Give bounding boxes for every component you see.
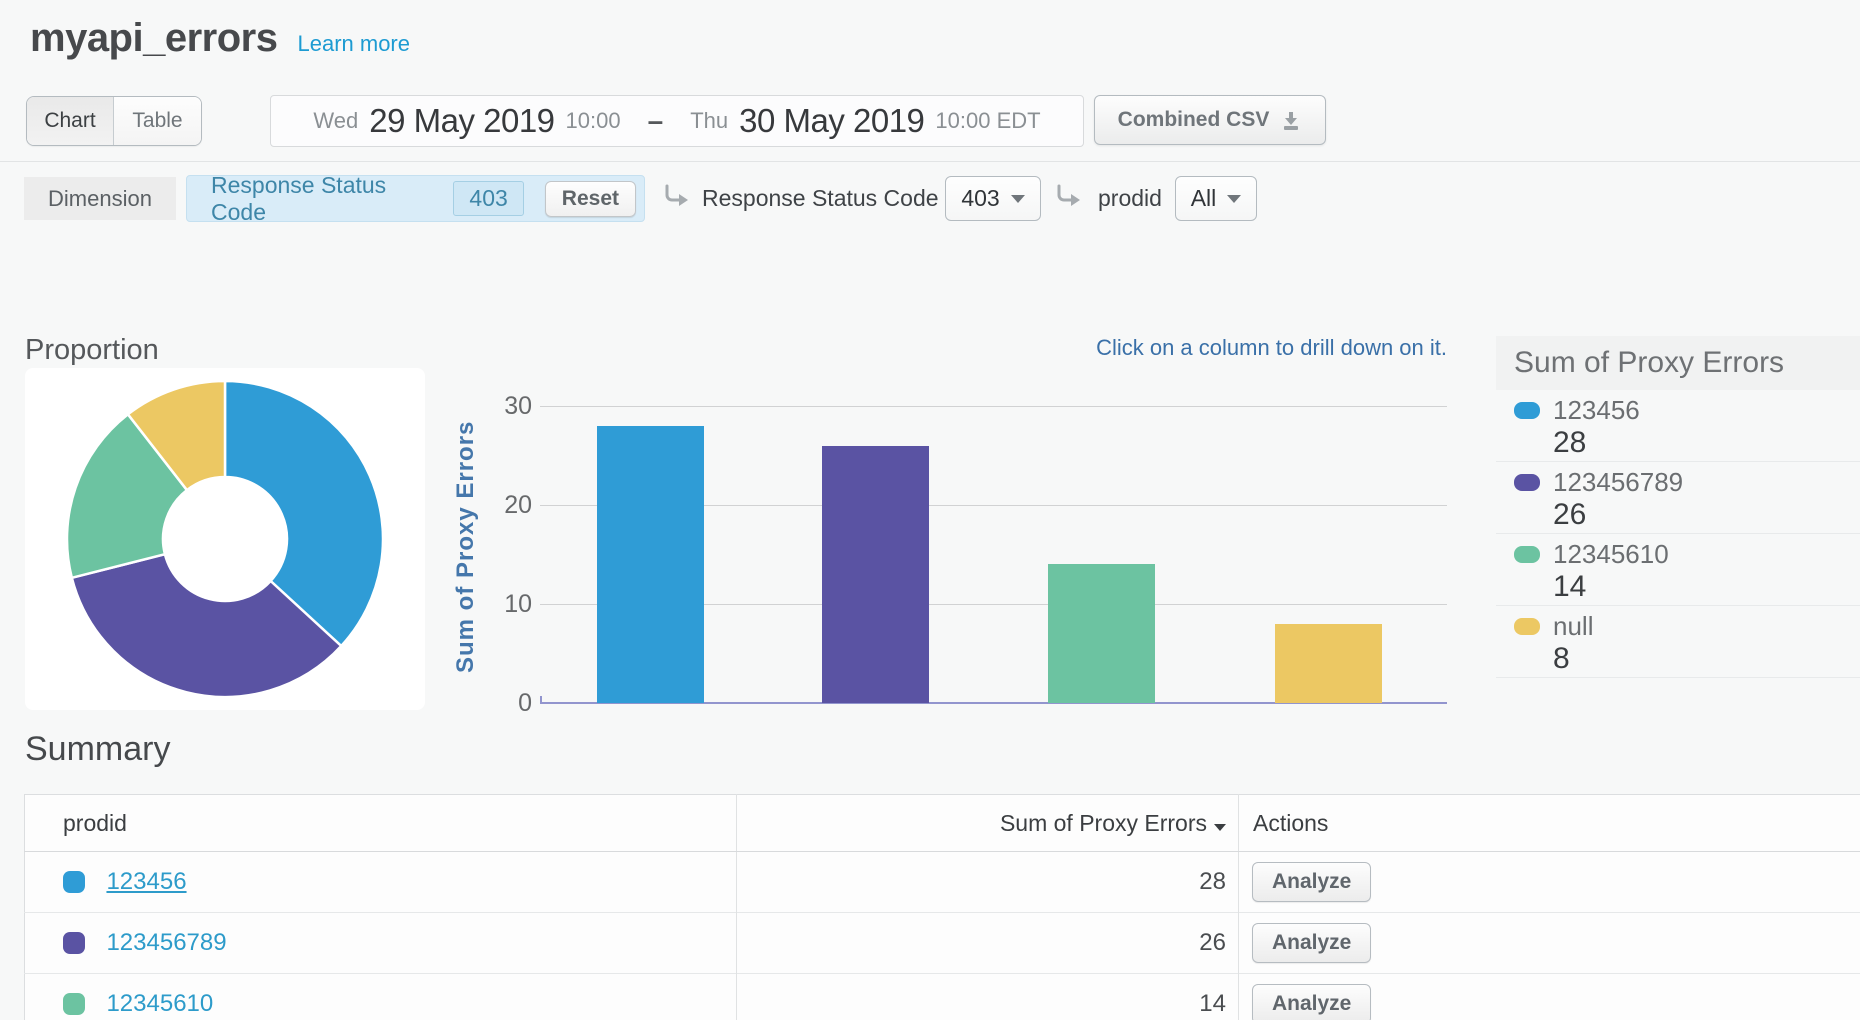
legend-label: null <box>1553 611 1593 642</box>
gridline-30 <box>540 406 1447 407</box>
drilldown-prodid-label: prodid <box>1098 185 1162 212</box>
legend-label: 123456 <box>1553 395 1640 426</box>
view-toggle: ChartTable <box>26 96 202 146</box>
drilldown-arrow-icon <box>662 184 690 208</box>
legend-entry-123456[interactable]: 123456 28 <box>1496 390 1860 462</box>
start-time: 10:00 <box>566 108 621 134</box>
bar-123456[interactable] <box>597 426 704 703</box>
status-code-dropdown[interactable]: 403 <box>945 176 1041 221</box>
legend-value: 8 <box>1553 641 1860 677</box>
drilldown-hint: Click on a column to drill down on it. <box>1096 335 1447 361</box>
sum-value: 14 <box>737 974 1239 1020</box>
y-tick-0: 0 <box>484 688 532 718</box>
learn-more-link[interactable]: Learn more <box>297 31 410 57</box>
legend-entry-123456789[interactable]: 123456789 26 <box>1496 462 1860 534</box>
column-header-actions: Actions <box>1239 795 1860 852</box>
series-color-chip <box>63 993 85 1015</box>
sort-desc-icon <box>1214 824 1226 831</box>
table-row: 123456 28 Analyze <box>25 852 1860 913</box>
dimension-label: Dimension <box>24 177 176 220</box>
legend-value: 14 <box>1553 569 1860 605</box>
proportion-donut-card <box>25 368 425 710</box>
proportion-title: Proportion <box>25 334 159 367</box>
bar-null[interactable] <box>1275 624 1382 703</box>
column-header-sum[interactable]: Sum of Proxy Errors <box>737 795 1239 852</box>
date-range-picker[interactable]: Wed 29 May 2019 10:00 – Thu 30 May 2019 … <box>270 95 1084 147</box>
legend-value: 28 <box>1553 425 1860 461</box>
view-toggle-table[interactable]: Table <box>114 97 201 145</box>
y-axis-label: Sum of Proxy Errors <box>452 391 480 703</box>
page-title: myapi_errors <box>30 16 277 61</box>
legend-label: 12345610 <box>1553 539 1669 570</box>
combined-csv-label: Combined CSV <box>1118 108 1270 132</box>
sum-value: 26 <box>737 913 1239 974</box>
end-day: Thu <box>690 108 728 134</box>
app-root: myapi_errors Learn more ChartTable Wed 2… <box>0 0 1860 1020</box>
chevron-down-icon <box>1227 195 1241 203</box>
column-header-prodid[interactable]: prodid <box>25 795 737 852</box>
reset-button[interactable]: Reset <box>545 181 636 217</box>
legend: 123456 28 123456789 26 12345610 14 null … <box>1496 390 1860 678</box>
chevron-down-icon <box>1011 195 1025 203</box>
legend-title: Sum of Proxy Errors <box>1496 336 1860 390</box>
bar-123456789[interactable] <box>822 446 929 703</box>
series-color-chip <box>1514 474 1540 491</box>
summary-title: Summary <box>25 730 170 769</box>
summary-table: prodid Sum of Proxy Errors Actions 12345… <box>24 794 1860 1020</box>
combined-csv-button[interactable]: Combined CSV <box>1094 95 1326 145</box>
analyze-button[interactable]: Analyze <box>1252 862 1371 902</box>
table-header-row: prodid Sum of Proxy Errors Actions <box>25 795 1860 852</box>
date-range-separator: – <box>648 105 664 137</box>
start-date: 29 May 2019 <box>369 102 554 140</box>
start-day: Wed <box>313 108 358 134</box>
proportion-donut-chart <box>25 368 425 710</box>
analyze-button[interactable]: Analyze <box>1252 923 1371 963</box>
prodid-link[interactable]: 123456 <box>106 868 186 895</box>
series-color-chip <box>63 871 85 893</box>
y-tick-10: 10 <box>484 589 532 619</box>
y-tick-30: 30 <box>484 391 532 421</box>
series-color-chip <box>1514 546 1540 563</box>
series-color-chip <box>1514 402 1540 419</box>
drilldown-arrow-icon <box>1054 184 1082 208</box>
prodid-dropdown[interactable]: All <box>1175 176 1257 221</box>
column-header-sum-label: Sum of Proxy Errors <box>1000 810 1207 836</box>
legend-entry-12345610[interactable]: 12345610 14 <box>1496 534 1860 606</box>
end-time: 10:00 EDT <box>935 108 1040 134</box>
legend-entry-null[interactable]: null 8 <box>1496 606 1860 678</box>
legend-label: 123456789 <box>1553 467 1683 498</box>
download-icon <box>1280 109 1302 131</box>
prodid-link[interactable]: 12345610 <box>106 990 213 1017</box>
table-row: 123456789 26 Analyze <box>25 913 1860 974</box>
table-row: 12345610 14 Analyze <box>25 974 1860 1020</box>
status-code-dropdown-value: 403 <box>961 185 999 212</box>
active-filter-value: 403 <box>453 181 523 216</box>
series-color-chip <box>1514 618 1540 635</box>
active-filter-name: Response Status Code <box>211 172 438 226</box>
legend-value: 26 <box>1553 497 1860 533</box>
series-color-chip <box>63 932 85 954</box>
sum-value: 28 <box>737 852 1239 913</box>
bar-12345610[interactable] <box>1048 564 1155 703</box>
prodid-dropdown-value: All <box>1191 185 1217 212</box>
prodid-link[interactable]: 123456789 <box>106 929 226 956</box>
header: myapi_errors Learn more <box>30 16 410 61</box>
end-date: 30 May 2019 <box>739 102 924 140</box>
active-filter-pill: Response Status Code 403 Reset <box>186 175 645 222</box>
drilldown-dimension-label: Response Status Code <box>702 185 939 212</box>
toolbar-divider <box>0 161 1860 162</box>
y-tick-20: 20 <box>484 490 532 520</box>
view-toggle-chart[interactable]: Chart <box>27 97 114 145</box>
analyze-button[interactable]: Analyze <box>1252 984 1371 1020</box>
